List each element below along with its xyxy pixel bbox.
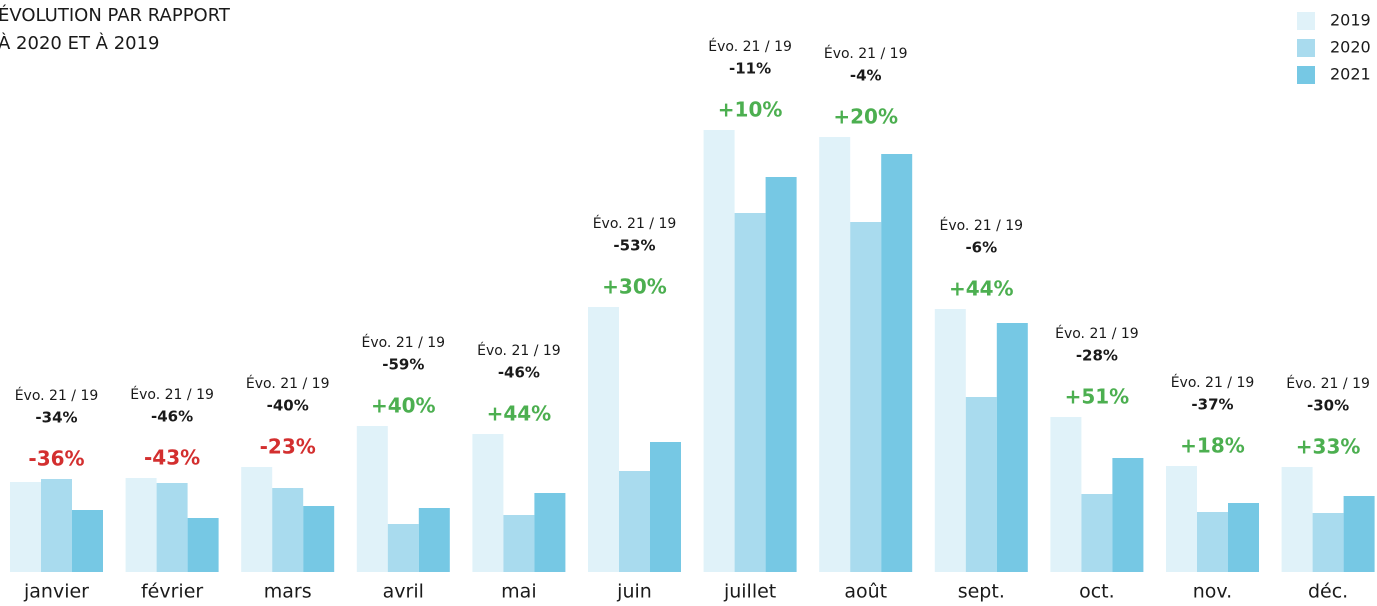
change-label: -43% bbox=[144, 446, 200, 470]
bar bbox=[996, 323, 1028, 572]
evo-value: -37% bbox=[1191, 396, 1233, 414]
change-label: +40% bbox=[371, 394, 436, 418]
evo-value: -40% bbox=[267, 397, 309, 415]
evo-label: Évo. 21 / 19 bbox=[477, 342, 561, 359]
change-label: +44% bbox=[487, 402, 552, 426]
bar bbox=[41, 479, 72, 572]
evo-value: -30% bbox=[1307, 397, 1349, 415]
legend-label: 2019 bbox=[1330, 11, 1371, 30]
bar bbox=[356, 426, 388, 572]
bar bbox=[650, 442, 681, 572]
legend-label: 2020 bbox=[1330, 38, 1371, 57]
bar bbox=[418, 508, 450, 572]
change-label: -23% bbox=[260, 435, 316, 459]
bar bbox=[703, 130, 735, 572]
bar bbox=[156, 483, 188, 572]
bar bbox=[934, 309, 966, 572]
bar bbox=[734, 213, 766, 572]
legend-swatch bbox=[1297, 66, 1315, 84]
change-label: +44% bbox=[949, 277, 1014, 301]
bar bbox=[1228, 503, 1259, 572]
bar bbox=[850, 222, 882, 572]
bar bbox=[1197, 512, 1228, 572]
evo-value: -46% bbox=[498, 364, 540, 382]
bar bbox=[1081, 494, 1113, 572]
bar bbox=[588, 307, 619, 572]
legend-swatch bbox=[1297, 12, 1315, 30]
evo-value: -34% bbox=[35, 409, 77, 427]
change-label: +51% bbox=[1065, 385, 1130, 409]
evo-label: Évo. 21 / 19 bbox=[361, 334, 445, 351]
bar bbox=[503, 515, 535, 572]
x-tick-label: juillet bbox=[723, 581, 776, 603]
legend-label: 2021 bbox=[1330, 65, 1371, 84]
chart-title: À 2020 ET À 2019 bbox=[0, 32, 160, 54]
bar bbox=[272, 488, 304, 572]
bar bbox=[1343, 496, 1375, 572]
chart-title: ÉVOLUTION PAR RAPPORT bbox=[0, 4, 231, 26]
x-tick-label: déc. bbox=[1308, 581, 1348, 603]
evo-value: -28% bbox=[1076, 347, 1118, 365]
legend-swatch bbox=[1297, 39, 1315, 57]
evo-label: Évo. 21 / 19 bbox=[1171, 374, 1255, 391]
bar bbox=[1166, 466, 1197, 572]
bar bbox=[1050, 417, 1082, 572]
bar bbox=[72, 510, 103, 572]
bar bbox=[881, 154, 913, 572]
evo-value: -4% bbox=[850, 67, 882, 85]
evo-value: -46% bbox=[151, 408, 193, 426]
bar bbox=[303, 506, 335, 572]
evo-label: Évo. 21 / 19 bbox=[246, 375, 330, 392]
evo-label: Évo. 21 / 19 bbox=[1286, 375, 1370, 392]
evo-label: Évo. 21 / 19 bbox=[824, 45, 908, 62]
bar bbox=[10, 482, 41, 572]
x-tick-label: sept. bbox=[958, 581, 1005, 603]
x-tick-label: juin bbox=[616, 581, 652, 603]
x-tick-label: oct. bbox=[1079, 581, 1115, 603]
evo-value: -53% bbox=[613, 237, 655, 255]
evo-value: -59% bbox=[382, 356, 424, 374]
change-label: +30% bbox=[602, 275, 667, 299]
x-tick-label: mars bbox=[264, 581, 312, 603]
change-label: -36% bbox=[28, 447, 84, 471]
evo-label: Évo. 21 / 19 bbox=[130, 386, 214, 403]
evo-label: Évo. 21 / 19 bbox=[1055, 325, 1139, 342]
change-label: +20% bbox=[833, 105, 898, 129]
x-tick-label: février bbox=[141, 581, 203, 603]
bar bbox=[1281, 467, 1313, 572]
bar bbox=[241, 467, 273, 572]
x-tick-label: mai bbox=[501, 581, 536, 603]
bar bbox=[387, 524, 419, 572]
bar bbox=[187, 518, 219, 572]
change-label: +18% bbox=[1180, 434, 1245, 458]
bar bbox=[1312, 513, 1344, 572]
evo-value: -11% bbox=[729, 60, 771, 78]
x-tick-label: avril bbox=[383, 581, 424, 603]
x-tick-label: août bbox=[844, 581, 887, 603]
bar bbox=[1112, 458, 1144, 572]
bar bbox=[619, 471, 650, 572]
evo-label: Évo. 21 / 19 bbox=[593, 215, 677, 232]
bar bbox=[472, 434, 504, 572]
bar bbox=[125, 478, 157, 572]
bar bbox=[765, 177, 797, 572]
evo-label: Évo. 21 / 19 bbox=[15, 387, 99, 404]
x-tick-label: nov. bbox=[1193, 581, 1232, 603]
x-tick-label: janvier bbox=[23, 581, 89, 603]
evo-value: -6% bbox=[965, 239, 997, 257]
bar bbox=[965, 397, 997, 572]
change-label: +33% bbox=[1296, 435, 1361, 459]
bar bbox=[534, 493, 566, 572]
evo-label: Évo. 21 / 19 bbox=[939, 217, 1023, 234]
bar bbox=[819, 137, 851, 572]
change-label: +10% bbox=[718, 98, 783, 122]
evo-label: Évo. 21 / 19 bbox=[708, 38, 792, 55]
